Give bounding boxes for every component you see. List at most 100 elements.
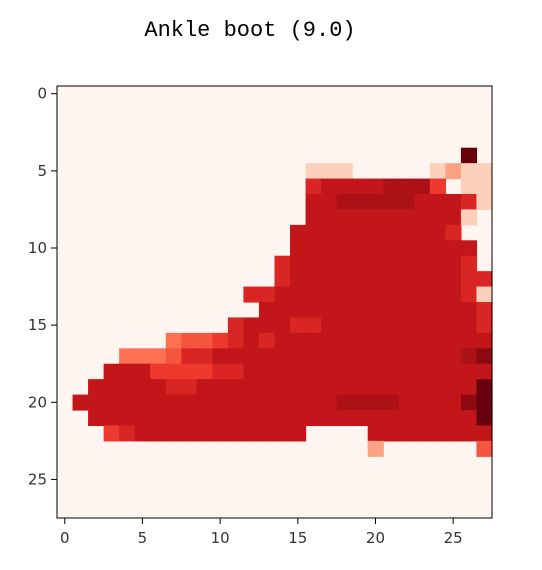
heatmap-cell [321,302,338,319]
heatmap-cell [290,317,307,334]
heatmap-cell [367,394,384,411]
heatmap-cell [414,332,431,349]
heatmap-cell [88,410,105,427]
heatmap-cell [134,348,151,365]
heatmap-cell [367,363,384,380]
heatmap-cell [305,163,322,180]
heatmap-cell [196,425,213,442]
heatmap-cell [165,425,182,442]
heatmap-cell [290,394,307,411]
heatmap-cell [119,425,136,442]
heatmap-cell [321,286,338,303]
x-tick-label: 5 [138,529,148,547]
heatmap-cell [305,410,322,427]
y-tick-label: 20 [28,393,47,411]
y-tick-label: 15 [28,316,47,334]
heatmap-cell [181,394,198,411]
heatmap-cell [460,302,478,319]
heatmap-cell [165,410,182,427]
heatmap-cell [398,271,415,288]
heatmap-cell [429,194,446,211]
heatmap-cell [321,410,338,427]
heatmap-cell [383,317,400,334]
heatmap-cell [414,348,431,365]
heatmap-cell [134,425,151,442]
heatmap-cell [414,209,431,226]
heatmap-cell [336,178,353,195]
heatmap-cell [212,394,229,411]
heatmap-cell [460,286,478,303]
heatmap-cell [367,178,384,195]
heatmap-cell [352,317,369,334]
heatmap-cell [305,348,322,365]
heatmap-cell [290,425,307,442]
heatmap-cell [398,410,415,427]
heatmap-cell [305,194,322,211]
heatmap-cell [305,178,322,195]
heatmap-cell [398,379,415,396]
heatmap-cell [383,209,400,226]
heatmap-cell [119,410,136,427]
heatmap-cell [321,394,338,411]
heatmap-cell [414,194,431,211]
heatmap-cell [321,348,338,365]
heatmap-cell [383,394,400,411]
heatmap-cell [274,255,291,272]
heatmap-cell [181,348,198,365]
heatmap-cell [305,317,322,334]
heatmap-cell [227,332,245,349]
heatmap-cell [181,332,198,349]
heatmap-cell [367,194,384,211]
heatmap-cell [72,394,89,411]
heatmap-cell [181,363,198,380]
heatmap-cell [336,224,353,241]
heatmap-cell [336,194,353,211]
heatmap-cell [336,363,353,380]
heatmap-cell [476,440,493,457]
heatmap-cell [445,425,462,442]
heatmap-cell [414,302,431,319]
heatmap-cell [460,317,478,334]
heatmap-cell [134,410,151,427]
heatmap-cell [150,425,167,442]
heatmap-cell [181,425,198,442]
heatmap-cell [367,440,384,457]
heatmap-cell [429,209,446,226]
heatmap-cell [165,332,182,349]
x-tick-label: 10 [211,529,230,547]
heatmap-cell [290,240,307,257]
heatmap-cell [367,332,384,349]
heatmap-cell [445,394,462,411]
heatmap-cell [150,410,167,427]
heatmap-cell [429,224,446,241]
heatmap-cell [352,332,369,349]
heatmap-cell [336,410,353,427]
heatmap-cell [243,317,260,334]
heatmap-cell [460,194,478,211]
heatmap-cell [243,410,260,427]
y-tick-label: 10 [28,239,47,257]
heatmap-cell [258,410,276,427]
heatmap-cell [243,332,260,349]
heatmap-cell [258,332,276,349]
heatmap-cell [181,410,198,427]
heatmap-cell [227,379,245,396]
heatmap-cell [414,224,431,241]
heatmap-cell [429,271,446,288]
x-tick-label: 25 [444,529,463,547]
heatmap-cell [367,286,384,303]
heatmap-cell [321,178,338,195]
heatmap-cell [212,332,229,349]
heatmap-cell [476,194,493,211]
heatmap-cell [398,224,415,241]
heatmap-cell [290,410,307,427]
heatmap-cell [460,240,478,257]
heatmap-cell [336,255,353,272]
heatmap-cell [243,394,260,411]
heatmap-cell [305,286,322,303]
heatmap-cell [212,410,229,427]
heatmap-cell [336,286,353,303]
y-tick-label: 5 [37,162,47,180]
x-tick-label: 20 [366,529,385,547]
